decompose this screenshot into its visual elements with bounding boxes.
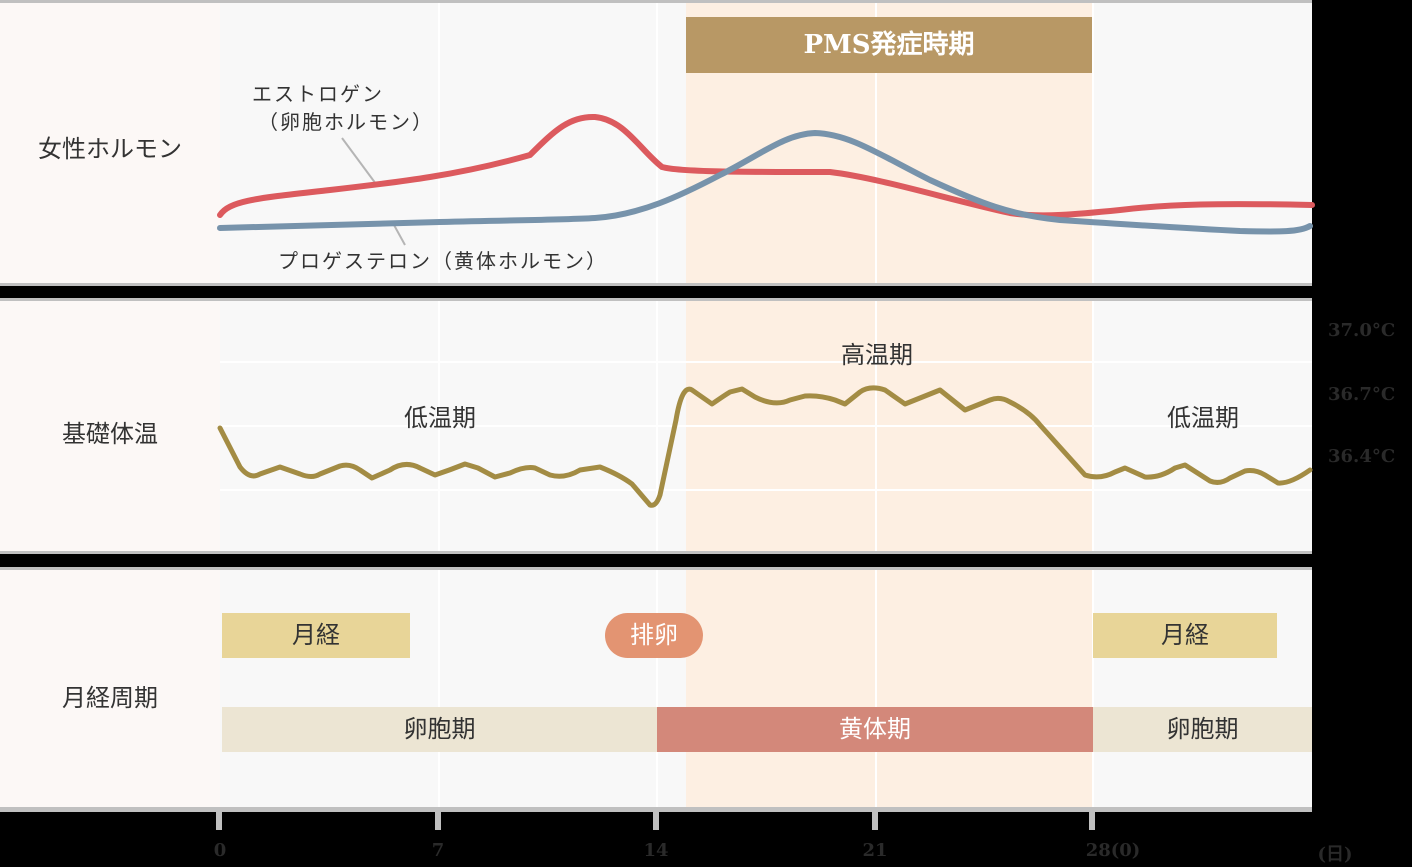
estrogen-label: エストロゲン [252,82,384,106]
grid-line [220,361,1312,363]
temperature-panel: 基礎体温 [0,298,1312,554]
low-temp-phase-label-2: 低温期 [1167,404,1239,432]
estrogen-subtitle: （卵胞ホルモン） [258,110,434,134]
y-tick-label: 37.0°C [1328,320,1396,341]
follicular-phase-bar-2: 卵胞期 [1093,707,1312,752]
x-tick [216,812,222,830]
grid-line [438,570,440,807]
progesterone-leader-line [393,224,406,246]
x-tick [435,812,441,830]
x-tick-label: 14 [643,840,669,861]
temperature-line [217,385,1313,508]
x-tick-label: 0 [213,840,227,861]
row-label-hormone: 女性ホルモン [38,135,182,163]
x-tick [872,812,878,830]
x-tick-label: 21 [862,840,888,861]
estrogen-line [217,113,1315,219]
x-axis-unit-label: (日) [1317,844,1353,865]
grid-line [656,3,658,283]
x-tick-label: 28(0) [1085,840,1141,861]
grid-line [1092,570,1094,807]
ovulation-badge: 排卵 [605,613,703,658]
grid-line [438,3,440,283]
high-temp-phase-label: 高温期 [841,341,913,369]
pms-period-label: PMS発症時期 [686,17,1092,73]
row-label-temperature: 基礎体温 [62,420,158,448]
x-tick [653,812,659,830]
luteal-phase-bar: 黄体期 [657,707,1093,752]
low-temp-phase-label: 低温期 [404,404,476,432]
row-label-column [0,3,220,283]
row-label-column [0,570,220,807]
cycle-panel: 月経周期 [0,567,1312,812]
progesterone-label: プロゲステロン（黄体ホルモン） [278,249,608,273]
x-tick [1089,812,1095,830]
hormone-panel: 女性ホルモン [0,0,1312,286]
menstruation-bar: 月経 [222,613,410,658]
x-tick-label: 7 [431,840,445,861]
grid-line [220,425,1312,427]
row-label-cycle: 月経周期 [62,684,158,712]
grid-line [875,3,877,283]
menstruation-bar-2: 月経 [1093,613,1277,658]
y-tick-label: 36.7°C [1328,384,1396,405]
grid-line [220,489,1312,491]
grid-line [875,570,877,807]
follicular-phase-bar: 卵胞期 [222,707,657,752]
y-tick-label: 36.4°C [1328,446,1396,467]
estrogen-leader-line [341,137,377,185]
row-label-column [0,301,220,551]
pms-band [686,570,1092,807]
progesterone-line [217,129,1313,235]
grid-line [1092,3,1094,283]
grid-line [656,570,658,807]
